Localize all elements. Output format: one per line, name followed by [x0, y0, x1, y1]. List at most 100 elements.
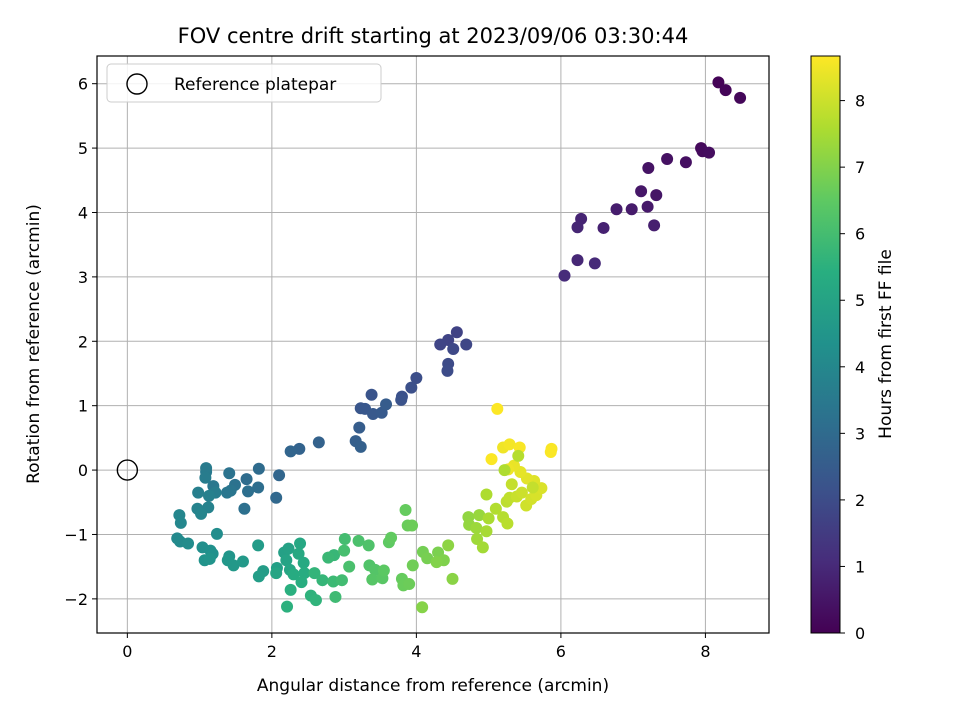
data-point — [406, 519, 419, 532]
data-point — [174, 516, 187, 529]
data-point — [287, 568, 300, 581]
data-point — [284, 583, 297, 596]
data-point — [312, 436, 325, 449]
data-point — [471, 532, 484, 545]
data-point — [223, 467, 236, 480]
y-tick-label: 2 — [78, 332, 88, 351]
data-point — [489, 502, 502, 515]
data-point — [571, 221, 584, 234]
colorbar-tick-label: 5 — [855, 291, 865, 310]
data-point — [526, 481, 539, 494]
x-tick-label: 6 — [556, 642, 566, 661]
data-point — [353, 421, 366, 434]
data-point — [406, 559, 419, 572]
data-point — [297, 556, 310, 569]
colorbar-tick-label: 1 — [855, 557, 865, 576]
data-point — [242, 485, 255, 498]
data-point — [703, 146, 716, 159]
data-point — [512, 449, 525, 462]
data-point — [280, 554, 293, 567]
data-point — [192, 486, 205, 499]
data-point — [240, 473, 253, 486]
data-point — [421, 552, 434, 565]
data-point — [298, 567, 311, 580]
data-point — [377, 564, 390, 577]
y-tick-label: −1 — [64, 525, 88, 544]
y-tick-label: −2 — [64, 590, 88, 609]
data-point — [476, 541, 489, 554]
x-tick-label: 2 — [267, 642, 277, 661]
data-point — [252, 570, 265, 583]
data-point — [282, 542, 295, 555]
data-point — [252, 462, 265, 475]
data-point — [650, 189, 663, 202]
x-axis-ticks: 0 2 4 6 8 — [122, 633, 711, 661]
colorbar-tick-label: 3 — [855, 424, 865, 443]
data-point — [480, 525, 493, 538]
data-point — [641, 200, 654, 213]
data-point — [544, 446, 557, 459]
data-point — [447, 343, 460, 356]
data-point — [284, 445, 297, 458]
data-point — [395, 393, 408, 406]
data-point — [200, 462, 213, 475]
grid-lines — [97, 56, 769, 633]
data-point — [366, 573, 379, 586]
data-point — [273, 469, 286, 482]
colorbar-tick-label: 8 — [855, 92, 865, 111]
data-point — [491, 402, 504, 415]
data-point — [442, 539, 455, 552]
colorbar-gradient — [810, 55, 841, 634]
y-tick-label: 1 — [78, 397, 88, 416]
legend: Reference platepar — [106, 63, 382, 103]
data-point — [410, 371, 423, 384]
data-point — [470, 522, 483, 535]
data-point — [642, 162, 655, 175]
colorbar-tick-label: 7 — [855, 158, 865, 177]
colorbar-ticks: 0 1 2 3 4 5 6 7 8 — [840, 92, 865, 643]
x-tick-label: 8 — [700, 642, 710, 661]
data-point — [679, 156, 692, 169]
data-point — [338, 532, 351, 545]
data-point — [308, 567, 321, 580]
colorbar-tick-label: 4 — [855, 358, 865, 377]
data-point — [292, 547, 305, 560]
data-point — [558, 269, 571, 282]
colorbar: 0 1 2 3 4 5 6 7 8 Hours from first FF file — [810, 55, 896, 643]
data-point — [343, 560, 356, 573]
data-point — [734, 91, 747, 104]
data-point — [316, 574, 329, 587]
data-point — [473, 509, 486, 522]
data-point — [270, 491, 283, 504]
data-points — [116, 76, 747, 614]
data-point — [515, 486, 528, 499]
data-point — [236, 555, 249, 568]
data-point — [199, 471, 212, 484]
data-point — [210, 527, 223, 540]
data-point — [498, 464, 511, 477]
data-point — [203, 552, 216, 565]
data-point — [625, 203, 638, 216]
data-point — [503, 438, 516, 451]
data-point — [661, 153, 674, 166]
data-point — [238, 502, 251, 515]
data-point — [648, 219, 661, 232]
plot-frame — [96, 55, 770, 634]
y-tick-label: 3 — [78, 268, 88, 287]
colorbar-tick-label: 6 — [855, 225, 865, 244]
y-axis-label: Rotation from reference (arcmin) — [24, 204, 44, 484]
y-axis-ticks: −2 −1 0 1 2 3 4 5 6 — [64, 75, 97, 609]
data-point — [719, 84, 732, 97]
data-point — [270, 567, 283, 580]
data-point — [460, 338, 473, 351]
data-point — [482, 512, 495, 525]
chart-title: FOV centre drift starting at 2023/09/06 … — [178, 24, 689, 48]
data-point — [365, 388, 378, 401]
legend-label-reference: Reference platepar — [174, 75, 336, 95]
data-point — [505, 478, 518, 491]
reference-platepar-marker — [116, 459, 139, 481]
data-point — [385, 531, 398, 544]
data-point — [281, 600, 294, 613]
data-point — [252, 481, 265, 494]
